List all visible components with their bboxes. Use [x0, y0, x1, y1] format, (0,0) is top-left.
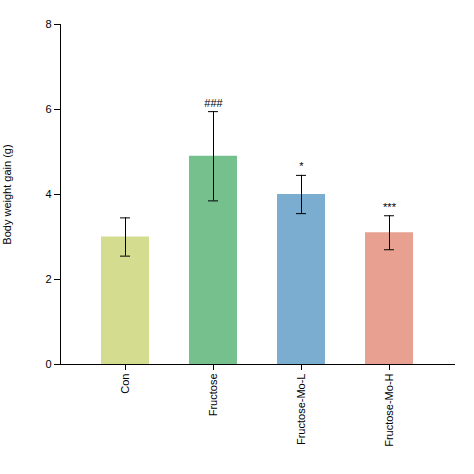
svg-text:*: *: [299, 160, 304, 172]
svg-text:6: 6: [45, 103, 51, 115]
svg-text:Con: Con: [119, 374, 131, 394]
svg-text:2: 2: [45, 273, 51, 285]
svg-text:###: ###: [204, 97, 223, 109]
svg-text:0: 0: [45, 358, 51, 370]
svg-text:4: 4: [45, 188, 51, 200]
svg-text:***: ***: [383, 201, 397, 213]
svg-text:Fructose-Mo-H: Fructose-Mo-H: [383, 373, 395, 446]
svg-text:Fructose: Fructose: [207, 374, 219, 417]
svg-text:8: 8: [45, 18, 51, 30]
svg-text:Body weight gain (g): Body weight gain (g): [1, 144, 13, 244]
svg-text:Fructose-Mo-L: Fructose-Mo-L: [295, 374, 307, 446]
